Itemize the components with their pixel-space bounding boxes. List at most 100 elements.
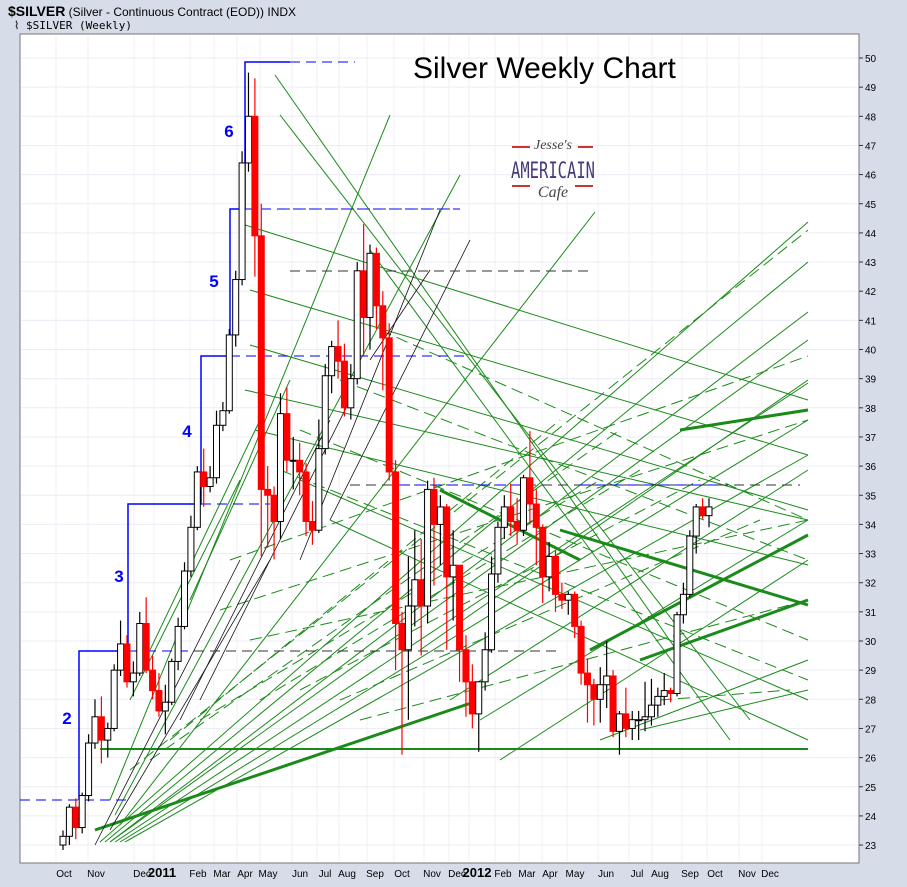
y-tick-label: 41 — [865, 316, 877, 327]
candle-body — [456, 564, 464, 651]
candle-body — [462, 649, 470, 683]
candle — [219, 401, 227, 432]
fan-line-dashed — [169, 419, 561, 741]
fan-line — [119, 419, 809, 843]
candle-body — [347, 378, 355, 409]
fan-line — [149, 419, 261, 651]
candle-body — [155, 690, 163, 712]
candle-body — [225, 334, 233, 412]
candle-body — [647, 704, 655, 718]
fan-line-dashed — [299, 479, 701, 691]
candle-body — [372, 252, 380, 307]
fan-line — [499, 559, 809, 761]
candle-body — [334, 346, 342, 362]
candle — [168, 658, 176, 706]
candle-body — [392, 471, 400, 625]
fan-line-dashed — [379, 329, 809, 521]
candle-body — [360, 270, 368, 318]
candle — [296, 442, 304, 496]
fan-line — [274, 74, 681, 656]
y-tick-label: 48 — [865, 112, 877, 123]
fan-line — [249, 289, 809, 456]
candle — [104, 722, 112, 758]
candle — [129, 661, 137, 697]
candle — [251, 78, 259, 277]
fan-line — [419, 379, 809, 651]
fan-line — [449, 469, 809, 701]
x-tick-label: Mar — [213, 869, 231, 880]
candle-body — [622, 713, 630, 729]
candle-body — [500, 506, 508, 528]
candle — [679, 582, 687, 624]
candle-body — [206, 477, 214, 488]
candle — [494, 521, 502, 583]
fan-line — [119, 211, 596, 826]
wave-label: 3 — [114, 567, 123, 586]
candle — [532, 489, 540, 566]
candle — [149, 655, 157, 700]
candle-body — [385, 337, 393, 473]
candle-body — [564, 593, 572, 601]
candle-body — [308, 520, 316, 531]
y-tick-label: 50 — [865, 54, 877, 65]
candle — [392, 460, 400, 671]
logo-line2: AMERICAIN — [511, 159, 595, 184]
candle — [232, 270, 240, 347]
x-tick-label: Jun — [598, 869, 614, 880]
candle — [481, 632, 489, 691]
candle — [213, 410, 221, 484]
x-tick-label: Dec — [448, 869, 466, 880]
x-tick-label: Sep — [681, 869, 699, 880]
candle — [385, 323, 393, 481]
trend-line-thick — [589, 533, 809, 652]
x-tick-label: Nov — [87, 869, 105, 880]
legend-text: $SILVER (Weekly) — [26, 19, 132, 32]
candle — [206, 466, 214, 493]
candle-body — [686, 535, 694, 595]
candle — [379, 291, 387, 391]
candle-body — [65, 806, 73, 837]
candle-body — [507, 506, 515, 522]
y-tick-label: 42 — [865, 287, 877, 298]
y-tick-label: 34 — [865, 520, 877, 531]
candle — [443, 503, 451, 650]
candle-body — [398, 623, 406, 651]
chart-header: $SILVER (Silver - Continuous Contract (E… — [8, 3, 296, 19]
candle-body — [257, 235, 265, 490]
y-tick-label: 49 — [865, 83, 877, 94]
candle-body — [168, 660, 176, 703]
candle — [539, 524, 547, 604]
candle — [520, 474, 528, 537]
candle — [59, 830, 67, 850]
y-tick-label: 32 — [865, 579, 877, 590]
candle-body — [494, 526, 502, 575]
plot-area — [19, 33, 860, 864]
candle-body — [411, 579, 419, 607]
candle-body — [328, 346, 336, 377]
candle-body — [110, 669, 118, 729]
candle — [628, 710, 636, 741]
fan-line — [189, 379, 291, 601]
x-tick-label: Apr — [542, 869, 558, 880]
candle-body — [283, 413, 291, 461]
candle-body — [232, 279, 240, 336]
y-tick-label: 39 — [865, 375, 877, 386]
candle-body — [244, 115, 252, 164]
x-tick-label: 2012 — [463, 865, 492, 880]
candle — [462, 635, 470, 717]
candle — [673, 611, 681, 697]
candle-body — [251, 115, 259, 237]
candle — [424, 480, 432, 624]
black-fan-line — [369, 269, 431, 361]
candle-body — [104, 727, 112, 741]
candle — [456, 564, 464, 682]
fan-line — [104, 261, 809, 843]
candle-body — [72, 806, 80, 829]
candle — [635, 710, 643, 741]
x-tick-label: May — [566, 869, 585, 880]
wave-label: 4 — [182, 422, 192, 441]
candle — [257, 203, 265, 557]
trend-line-thick — [639, 598, 809, 662]
fan-line — [99, 221, 809, 843]
